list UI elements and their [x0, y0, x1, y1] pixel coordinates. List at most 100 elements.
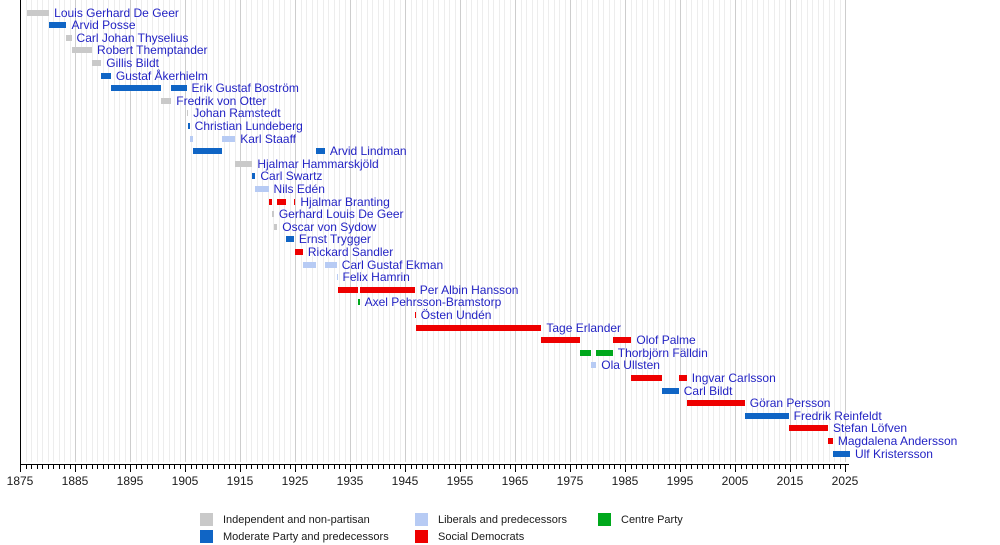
- pm-name-label[interactable]: Gustaf Åkerhielm: [115, 68, 208, 83]
- gridline-year: [300, 0, 302, 462]
- gridline-year: [586, 0, 588, 462]
- pm-name-label[interactable]: Nils Edén: [273, 181, 325, 196]
- x-axis-minor-tick: [135, 465, 137, 469]
- legend-swatch-centre: [598, 513, 611, 526]
- pm-name-label[interactable]: Carl Bildt: [683, 383, 733, 398]
- gridline-year: [828, 0, 830, 462]
- timeline-bar: [337, 286, 359, 293]
- pm-name-label[interactable]: Johan Ramstedt: [193, 106, 281, 121]
- pm-name-label[interactable]: Arvid Posse: [71, 18, 136, 33]
- x-axis-minor-tick: [685, 465, 687, 469]
- x-axis-major-tick: [185, 465, 186, 472]
- x-axis-minor-tick: [669, 465, 670, 469]
- x-axis-minor-tick: [97, 465, 98, 469]
- gridline-year: [113, 0, 115, 462]
- timeline-bar: [744, 412, 789, 419]
- gridline-year: [581, 0, 582, 462]
- x-axis-minor-tick: [795, 465, 797, 469]
- x-axis-minor-tick: [784, 465, 786, 469]
- timeline-bar: [415, 324, 542, 331]
- gridline-year: [575, 0, 577, 462]
- x-axis-minor-tick: [443, 465, 445, 469]
- timeline-bar: [662, 387, 679, 394]
- gridline-decade: [460, 0, 461, 462]
- pm-name-label[interactable]: Ola Ullsten: [601, 358, 660, 373]
- pm-name-label[interactable]: Erik Gustaf Boström: [191, 81, 299, 96]
- gridline-year: [603, 0, 604, 462]
- pm-name-label[interactable]: Louis Gerhard De Geer: [54, 5, 179, 20]
- x-axis-tick-label: 1945: [391, 474, 419, 488]
- gridline-year: [784, 0, 786, 462]
- x-axis-major-tick: [625, 465, 626, 472]
- x-axis-minor-tick: [493, 465, 494, 469]
- gridline-year: [410, 0, 412, 462]
- gridline-year: [306, 0, 307, 462]
- pm-name-label[interactable]: Thorbjörn Fälldin: [617, 345, 708, 360]
- gridline-year: [42, 0, 43, 462]
- pm-name-label[interactable]: Tage Erlander: [546, 320, 622, 335]
- pm-name-label[interactable]: Hjalmar Branting: [300, 194, 390, 209]
- gridline-decade: [735, 0, 736, 462]
- x-axis-minor-tick: [366, 465, 368, 469]
- gridline-year: [685, 0, 687, 462]
- x-axis-minor-tick: [696, 465, 698, 469]
- x-axis-minor-tick: [630, 465, 632, 469]
- pm-name-label[interactable]: Olof Palme: [636, 333, 696, 348]
- pm-name-label[interactable]: Felix Hamrin: [342, 270, 410, 285]
- pm-name-label[interactable]: Karl Staaff: [240, 131, 297, 146]
- x-axis-minor-tick: [119, 465, 120, 469]
- gridline-year: [520, 0, 522, 462]
- pm-name-label[interactable]: Stefan Löfven: [833, 421, 908, 436]
- x-axis-minor-tick: [839, 465, 841, 469]
- pm-name-label[interactable]: Oscar von Sydow: [282, 219, 377, 234]
- pm-name-label[interactable]: Ernst Trygger: [298, 232, 371, 247]
- x-axis-minor-tick: [113, 465, 115, 469]
- gridline-year: [663, 0, 665, 462]
- gridline-year: [493, 0, 494, 462]
- pm-name-label[interactable]: Arvid Lindman: [329, 144, 407, 159]
- pm-name-label[interactable]: Östen Undén: [420, 307, 492, 322]
- gridline-year: [839, 0, 841, 462]
- pm-name-label[interactable]: Carl Johan Thyselius: [76, 30, 189, 45]
- x-axis-minor-tick: [262, 465, 263, 469]
- gridline-year: [542, 0, 544, 462]
- x-axis-minor-tick: [317, 465, 318, 469]
- pm-name-label[interactable]: Christian Lundeberg: [194, 118, 303, 133]
- x-axis-tick-label: 2005: [721, 474, 749, 488]
- pm-name-label[interactable]: Ulf Kristersson: [854, 446, 933, 461]
- pm-name-label[interactable]: Rickard Sandler: [307, 244, 394, 259]
- pm-name-label[interactable]: Carl Swartz: [260, 169, 323, 184]
- gridline-year: [344, 0, 346, 462]
- x-axis-major-tick: [570, 465, 571, 472]
- x-axis-minor-tick: [482, 465, 483, 469]
- gridline-year: [718, 0, 720, 462]
- x-axis-minor-tick: [564, 465, 566, 469]
- pm-name-label[interactable]: Hjalmar Hammarskjöld: [257, 156, 379, 171]
- timeline-bar: [189, 135, 193, 142]
- y-axis-line: [19, 0, 21, 465]
- x-axis-minor-tick: [251, 465, 252, 469]
- x-axis-minor-tick: [168, 465, 170, 469]
- gridline-year: [597, 0, 599, 462]
- x-axis-minor-tick: [614, 465, 615, 469]
- pm-name-label[interactable]: Gillis Bildt: [106, 55, 159, 70]
- pm-name-label[interactable]: Robert Themptander: [97, 43, 208, 58]
- pm-name-label[interactable]: Fredrik Reinfeldt: [793, 408, 882, 423]
- timeline-bar: [324, 261, 337, 268]
- x-axis-minor-tick: [713, 465, 714, 469]
- pm-name-label[interactable]: Axel Pehrsson-Bramstorp: [364, 295, 502, 310]
- pm-name-label[interactable]: Carl Gustaf Ekman: [341, 257, 444, 272]
- pm-name-label[interactable]: Fredrik von Otter: [176, 93, 267, 108]
- gridline-year: [487, 0, 489, 462]
- pm-name-label[interactable]: Ingvar Carlsson: [691, 370, 776, 385]
- pm-name-label[interactable]: Magdalena Andersson: [837, 433, 958, 448]
- gridline-year: [218, 0, 219, 462]
- x-axis-minor-tick: [410, 465, 412, 469]
- gridline-year: [740, 0, 742, 462]
- gridline-year: [163, 0, 164, 462]
- pm-name-label[interactable]: Per Albin Hansson: [419, 282, 519, 297]
- x-axis-major-tick: [295, 465, 296, 472]
- pm-name-label[interactable]: Gerhard Louis De Geer: [278, 207, 404, 222]
- x-axis-tick-label: 1975: [556, 474, 584, 488]
- pm-name-label[interactable]: Göran Persson: [749, 396, 831, 411]
